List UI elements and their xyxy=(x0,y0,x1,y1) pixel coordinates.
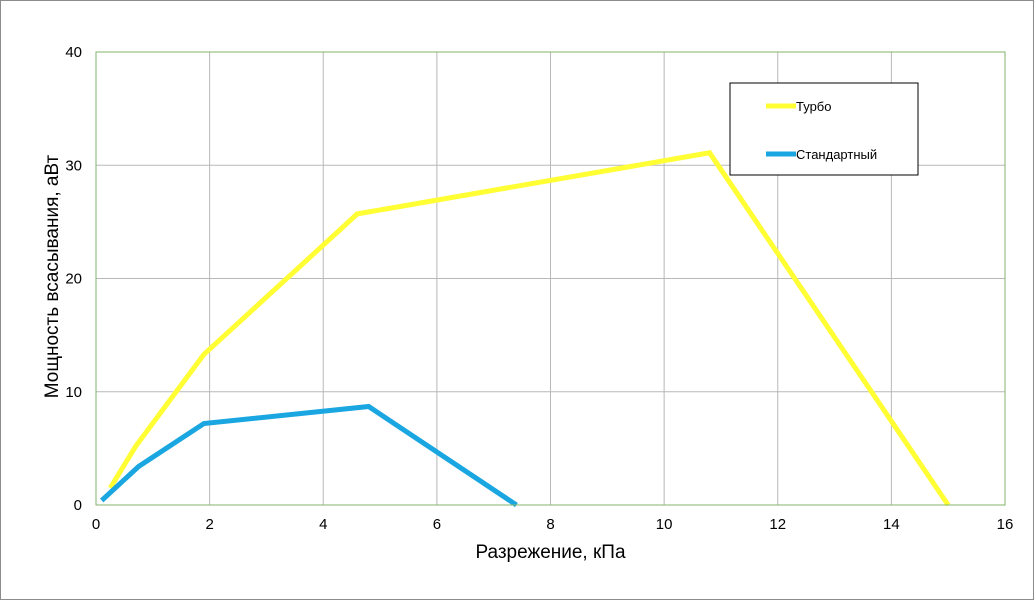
x-tick-label: 12 xyxy=(769,516,786,533)
y-tick-label: 10 xyxy=(65,384,82,401)
series-line xyxy=(100,403,518,508)
plot-area-border xyxy=(95,51,1006,506)
legend: Турбо Стандартный xyxy=(729,82,919,176)
x-tick-label: 8 xyxy=(546,516,554,533)
y-axis-title: Мощность всасывания, аВт xyxy=(42,154,63,398)
x-tick-label: 6 xyxy=(433,516,441,533)
legend-label: Турбо xyxy=(796,99,831,114)
x-tick-label: 0 xyxy=(92,516,100,533)
x-tick-label: 14 xyxy=(883,516,900,533)
x-tick-label: 2 xyxy=(205,516,213,533)
series-line xyxy=(108,150,951,507)
legend-label: Стандартный xyxy=(796,147,877,162)
y-tick-label: 20 xyxy=(65,271,82,288)
x-tick-label: 10 xyxy=(656,516,673,533)
legend-box xyxy=(729,82,919,176)
tick-labels: 0 2 4 6 8 10 12 14 16 0 10 20 30 40 xyxy=(65,44,1013,533)
y-tick-label: 30 xyxy=(65,157,82,174)
series-lines xyxy=(100,150,951,508)
x-tick-label: 16 xyxy=(997,516,1014,533)
y-tick-label: 40 xyxy=(65,44,82,61)
y-tick-label: 0 xyxy=(74,497,82,514)
x-tick-label: 4 xyxy=(319,516,327,533)
x-axis-title: Разрежение, кПа xyxy=(475,542,626,563)
